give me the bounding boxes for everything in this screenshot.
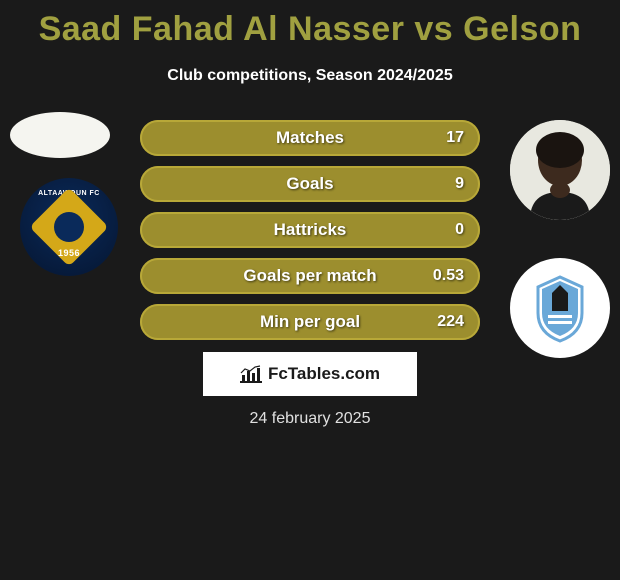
bar-value: 9	[455, 166, 464, 202]
bar-value: 0.53	[433, 258, 464, 294]
brand-text: FcTables.com	[268, 364, 380, 384]
bar-label: Matches	[140, 120, 480, 156]
club-left-ball-icon	[54, 212, 84, 242]
bar-label: Min per goal	[140, 304, 480, 340]
bar-value: 0	[455, 212, 464, 248]
bar-hattricks: Hattricks 0	[140, 212, 480, 248]
bar-matches: Matches 17	[140, 120, 480, 156]
club-right-badge	[510, 258, 610, 358]
bar-value: 17	[446, 120, 464, 156]
bar-label: Goals per match	[140, 258, 480, 294]
bar-label: Goals	[140, 166, 480, 202]
bar-label: Hattricks	[140, 212, 480, 248]
brand-chart-icon	[240, 365, 262, 383]
stats-bars: Matches 17 Goals 9 Hattricks 0 Goals per…	[140, 120, 480, 350]
brand-box: FcTables.com	[203, 352, 417, 396]
club-left-badge: ALTAAWOUN FC 1956	[20, 178, 118, 276]
bar-value: 224	[437, 304, 464, 340]
club-left-year: 1956	[58, 248, 80, 258]
bar-min-per-goal: Min per goal 224	[140, 304, 480, 340]
player-right-avatar	[510, 120, 610, 220]
page-subtitle: Club competitions, Season 2024/2025	[0, 67, 620, 85]
player-left-avatar	[10, 112, 110, 158]
bar-goals-per-match: Goals per match 0.53	[140, 258, 480, 294]
bar-goals: Goals 9	[140, 166, 480, 202]
page-title: Saad Fahad Al Nasser vs Gelson	[0, 0, 620, 49]
date-label: 24 february 2025	[0, 410, 620, 428]
club-right-crest-icon	[530, 273, 590, 343]
